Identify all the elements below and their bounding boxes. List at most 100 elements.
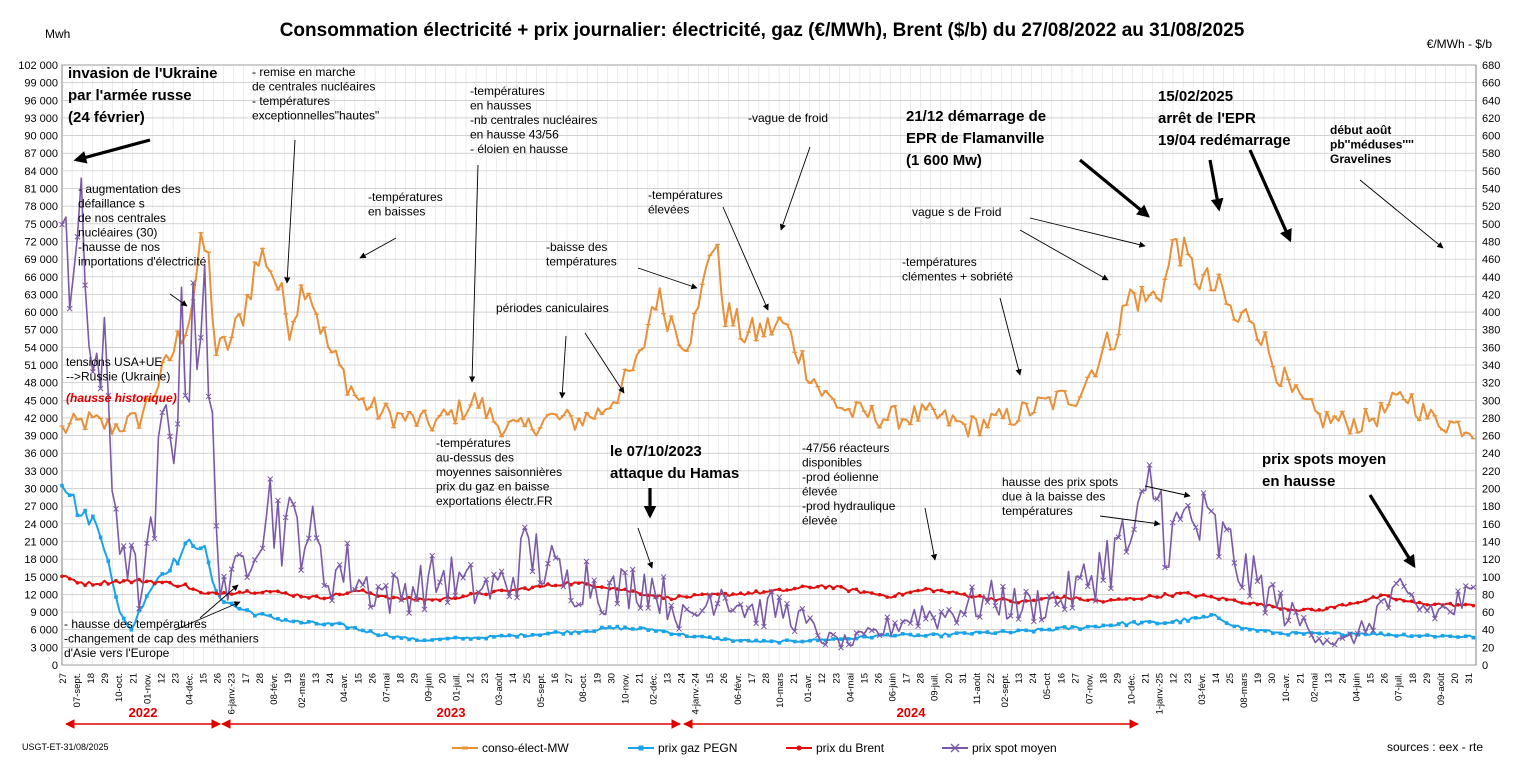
data-point bbox=[537, 580, 544, 586]
data-point bbox=[954, 591, 959, 595]
y-left-tick: 78 000 bbox=[24, 201, 58, 213]
data-point bbox=[1138, 488, 1145, 494]
data-point bbox=[229, 601, 234, 606]
y-right-tick: 420 bbox=[1482, 289, 1500, 301]
x-tick-label: 13 bbox=[663, 673, 674, 684]
y-left-tick: 9 000 bbox=[30, 607, 58, 619]
data-point bbox=[499, 633, 504, 638]
data-point bbox=[1463, 634, 1468, 639]
annotation-a5-line: en hausse 43/56 bbox=[470, 128, 559, 142]
data-point bbox=[438, 637, 442, 642]
data-point bbox=[191, 544, 195, 548]
x-tick-label: 23 bbox=[480, 673, 491, 684]
data-point bbox=[877, 592, 882, 597]
data-point bbox=[884, 614, 891, 620]
data-point bbox=[1146, 462, 1153, 468]
x-tick-label: 16 bbox=[1056, 673, 1067, 684]
data-point bbox=[1030, 618, 1037, 625]
y-left-tick: 15 000 bbox=[24, 572, 58, 584]
data-point bbox=[237, 606, 242, 611]
data-point bbox=[1278, 607, 1283, 611]
data-point bbox=[924, 586, 928, 591]
x-tick-label: 04-avr. bbox=[339, 673, 350, 702]
data-point bbox=[939, 588, 944, 593]
data-point bbox=[483, 576, 490, 583]
x-tick-label: 25 bbox=[1225, 673, 1236, 684]
y-right-tick: 140 bbox=[1482, 536, 1500, 548]
data-point bbox=[583, 558, 590, 565]
data-point bbox=[893, 594, 897, 599]
data-point bbox=[546, 631, 550, 636]
data-point bbox=[97, 385, 104, 392]
data-point bbox=[1440, 633, 1445, 638]
x-tick-label: 18 bbox=[1098, 673, 1109, 684]
annotation-a19-line: -prod éolienne bbox=[802, 470, 879, 484]
legend-marker bbox=[950, 743, 960, 753]
data-point bbox=[908, 590, 913, 595]
data-point bbox=[1239, 584, 1245, 591]
data-point bbox=[791, 628, 798, 635]
data-point bbox=[1139, 597, 1144, 601]
y-left-tick: 60 000 bbox=[24, 307, 58, 319]
x-tick-label: 15 bbox=[1366, 673, 1377, 684]
y-left-tick: 81 000 bbox=[24, 184, 58, 196]
y-right-tick: 200 bbox=[1482, 484, 1500, 496]
data-point bbox=[1308, 632, 1315, 638]
data-point bbox=[1394, 634, 1399, 638]
data-point bbox=[768, 588, 775, 595]
x-tick-label: 09-août bbox=[1436, 673, 1447, 706]
data-point bbox=[1232, 598, 1237, 602]
x-tick-label: 17 bbox=[902, 673, 913, 684]
data-point bbox=[276, 589, 280, 594]
data-point bbox=[1363, 632, 1368, 637]
x-tick-label: 06-juin bbox=[888, 673, 899, 702]
data-point bbox=[422, 638, 427, 643]
annotation-arrow bbox=[584, 332, 625, 394]
data-point bbox=[1124, 623, 1129, 628]
x-tick-label: 29 bbox=[1113, 673, 1124, 684]
data-point bbox=[360, 588, 365, 592]
data-point bbox=[1224, 597, 1229, 602]
data-point bbox=[1247, 601, 1252, 606]
x-tick-label: 19 bbox=[1253, 673, 1264, 684]
x-tick-label: 12 bbox=[1169, 673, 1180, 684]
y-right-tick: 300 bbox=[1482, 395, 1500, 407]
x-tick-label: 15 bbox=[859, 673, 870, 684]
x-tick-label: 29 bbox=[100, 673, 111, 684]
data-point bbox=[384, 632, 388, 636]
data-point bbox=[600, 625, 604, 630]
x-tick-label: 12 bbox=[466, 673, 477, 684]
data-point bbox=[762, 590, 766, 594]
data-point bbox=[1263, 629, 1267, 633]
data-point bbox=[75, 513, 80, 518]
data-point bbox=[931, 589, 936, 594]
data-point bbox=[1193, 594, 1198, 599]
data-point bbox=[831, 637, 836, 641]
year-label: 2022 bbox=[129, 705, 158, 720]
data-point bbox=[1317, 608, 1321, 612]
data-point bbox=[1354, 630, 1361, 637]
y-left-tick: 21 000 bbox=[24, 536, 58, 548]
x-tick-label: 21 bbox=[789, 673, 800, 684]
data-point bbox=[1231, 559, 1238, 566]
x-tick-label: 17 bbox=[241, 673, 252, 684]
data-point bbox=[1402, 599, 1406, 603]
data-point bbox=[722, 595, 729, 601]
data-point bbox=[360, 628, 365, 633]
data-point bbox=[121, 616, 126, 621]
data-point bbox=[1008, 630, 1013, 635]
data-point bbox=[715, 636, 720, 640]
x-tick-label: 09-juil. bbox=[930, 673, 941, 701]
annotation-a18-line: attaque du Hamas bbox=[610, 465, 739, 482]
data-point bbox=[529, 568, 536, 575]
data-point bbox=[1016, 628, 1021, 633]
data-point bbox=[1255, 602, 1260, 607]
data-point bbox=[1124, 597, 1129, 601]
data-point bbox=[1362, 629, 1369, 635]
data-point bbox=[214, 589, 219, 593]
x-tick-label: 03-févr. bbox=[1197, 673, 1208, 705]
data-point bbox=[1016, 600, 1021, 605]
annotation-a11-line: arrêt de l'EPR bbox=[1158, 110, 1256, 127]
data-point bbox=[1371, 631, 1375, 635]
data-point bbox=[899, 618, 906, 625]
